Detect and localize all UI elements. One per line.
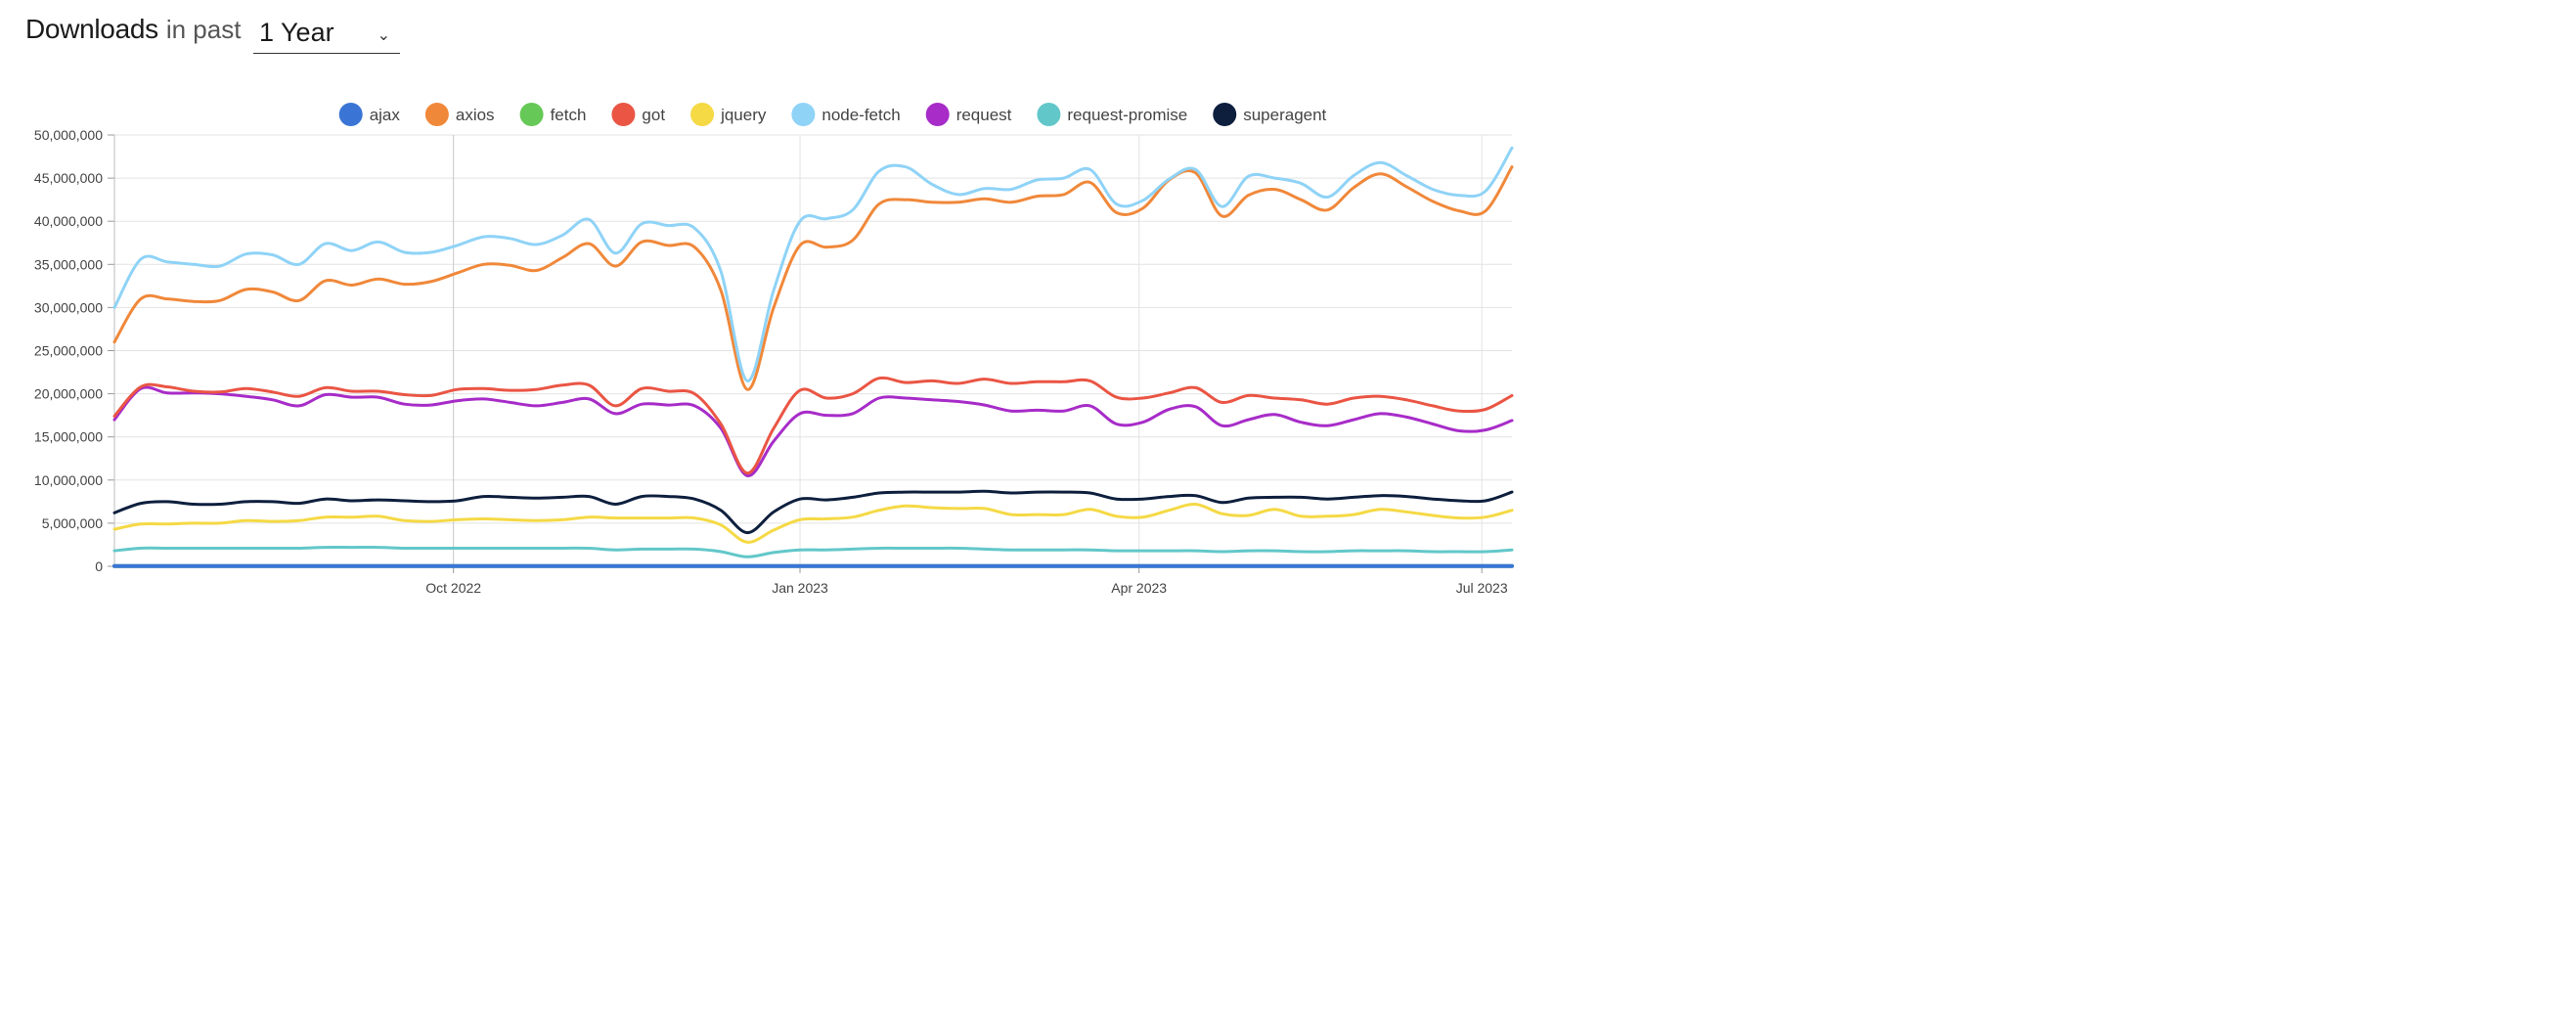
header-title: Downloads — [25, 14, 158, 44]
chart-header: Downloads in past — [25, 14, 241, 55]
legend-swatch — [690, 103, 715, 126]
series-line-node-fetch — [112, 146, 1514, 382]
x-axis: Oct 2022 Jan 2023 Apr 2023 Jul 2023 — [114, 565, 1512, 596]
legend-item-jquery[interactable]: jquery — [690, 103, 767, 126]
y-tick-label: 5,000,000 — [42, 515, 103, 531]
legend-swatch — [611, 103, 636, 126]
y-tick-label: 50,000,000 — [34, 127, 103, 143]
legend-item-node-fetch[interactable]: node-fetch — [791, 103, 901, 126]
x-tick-label: Oct 2022 — [425, 580, 481, 596]
legend-label: jquery — [720, 106, 767, 124]
legend-label: axios — [456, 106, 495, 124]
x-tick-label: Apr 2023 — [1111, 580, 1167, 596]
legend-label: fetch — [551, 106, 587, 124]
legend-swatch — [1037, 103, 1061, 126]
y-tick-label: 10,000,000 — [34, 472, 103, 488]
legend-label: superagent — [1243, 106, 1326, 124]
y-tick-label: 20,000,000 — [34, 386, 103, 402]
chart-series — [112, 146, 1514, 568]
legend-item-axios[interactable]: axios — [424, 103, 495, 126]
legend-item-fetch[interactable]: fetch — [519, 103, 587, 126]
series-line-request-promise — [112, 546, 1514, 558]
time-range-select[interactable]: 1 Year ⌄ — [253, 14, 400, 54]
legend-swatch — [424, 103, 449, 126]
y-tick-label: 0 — [95, 558, 103, 574]
legend-item-request[interactable]: request — [925, 103, 1012, 126]
y-tick-label: 25,000,000 — [34, 343, 103, 359]
y-axis: 0 5,000,000 10,000,000 15,000,000 20,000,000… — [34, 127, 115, 574]
legend-item-request-promise[interactable]: request-promise — [1037, 103, 1187, 126]
legend-swatch — [925, 103, 950, 126]
legend-swatch — [791, 103, 816, 126]
legend-label: node-fetch — [822, 106, 900, 124]
downloads-chart: ajax axios fetch got jquery node-fetch request… — [34, 103, 1514, 596]
y-tick-label: 40,000,000 — [34, 213, 103, 229]
legend-item-ajax[interactable]: ajax — [338, 103, 401, 126]
series-line-superagent — [112, 489, 1514, 535]
legend-swatch — [338, 103, 363, 126]
series-line-axios — [112, 165, 1514, 391]
legend-label: ajax — [370, 106, 401, 124]
legend-swatch — [519, 103, 544, 126]
header-subtitle: in past — [165, 15, 242, 44]
x-tick-label: Jan 2023 — [772, 580, 828, 596]
time-range-value: 1 Year — [259, 18, 334, 47]
y-tick-label: 45,000,000 — [34, 170, 103, 186]
legend-label: got — [642, 106, 665, 124]
series-line-jquery — [112, 502, 1514, 544]
legend-label: request-promise — [1067, 106, 1187, 124]
chevron-down-icon: ⌄ — [377, 27, 390, 44]
legend-label: request — [956, 106, 1012, 124]
y-tick-label: 30,000,000 — [34, 299, 103, 315]
x-tick-label: Jul 2023 — [1456, 580, 1508, 596]
series-line-request — [112, 385, 1514, 477]
legend-item-superagent[interactable]: superagent — [1213, 103, 1327, 126]
legend-swatch — [1213, 103, 1237, 126]
legend-item-got[interactable]: got — [611, 103, 665, 126]
y-tick-label: 15,000,000 — [34, 429, 103, 445]
y-tick-label: 35,000,000 — [34, 256, 103, 272]
series-line-got — [112, 376, 1514, 475]
chart-legend: ajax axios fetch got jquery node-fetch request… — [338, 103, 1327, 126]
